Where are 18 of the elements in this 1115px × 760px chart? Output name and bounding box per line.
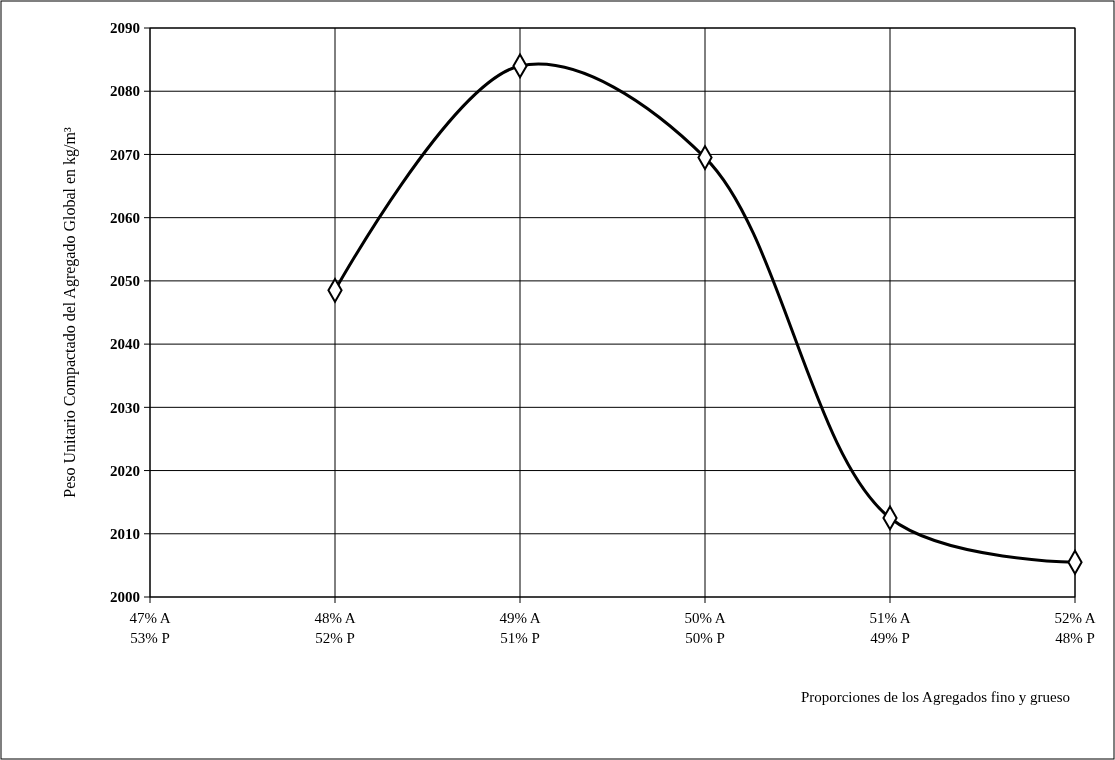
x-tick-label: 49% A 51% P — [499, 610, 541, 646]
y-tick-label: 2020 — [110, 462, 140, 479]
y-tick-label: 2040 — [110, 336, 140, 353]
y-tick-label: 2070 — [110, 146, 140, 163]
x-tick-label: 51% A 49% P — [869, 610, 911, 646]
x-tick-label: 47% A 53% P — [129, 610, 171, 646]
x-tick-label: 48% A 52% P — [314, 610, 356, 646]
y-tick-label: 2060 — [110, 209, 140, 226]
x-tick-label: 50% A 50% P — [684, 610, 726, 646]
x-axis-title: Proporciones de los Agregados fino y grueso — [800, 689, 1070, 705]
x-tick-label: 52% A 48% P — [1054, 610, 1096, 646]
y-tick-label: 2000 — [110, 589, 140, 606]
y-tick-label: 2030 — [110, 399, 140, 416]
y-tick-label: 2050 — [110, 273, 140, 290]
y-tick-label: 2080 — [110, 83, 140, 100]
y-tick-label: 2010 — [110, 526, 140, 543]
y-tick-label: 2090 — [110, 20, 140, 37]
y-axis-title: Peso Unitario Compactado del Agregado Global en kg/m³ — [61, 127, 79, 498]
